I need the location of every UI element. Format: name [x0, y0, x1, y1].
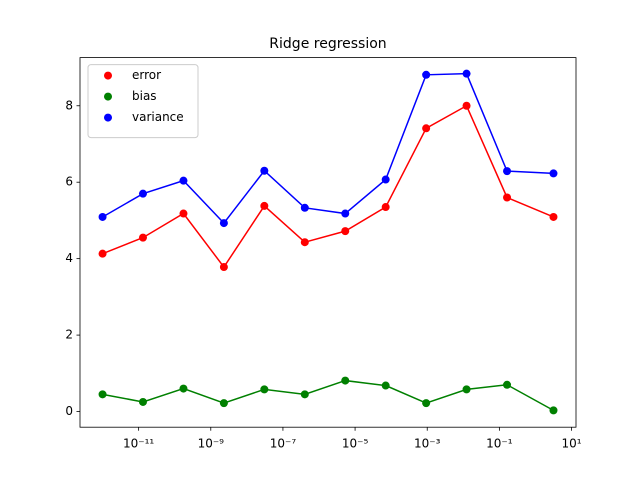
point [179, 384, 188, 393]
point [422, 124, 431, 133]
y-tick-label: 0 [65, 404, 73, 418]
point [422, 399, 431, 408]
point [462, 101, 471, 110]
series-line [102, 379, 554, 412]
point [462, 385, 471, 394]
point [300, 390, 309, 399]
legend-label: bias [132, 89, 157, 103]
point [341, 227, 350, 236]
point [300, 203, 309, 212]
point [260, 166, 269, 175]
legend-marker [104, 92, 112, 101]
x-tick-label: 10⁻⁵ [342, 437, 369, 451]
legend-label: error [132, 68, 161, 82]
point [98, 390, 107, 399]
legend-box [87, 64, 199, 139]
point [341, 209, 350, 218]
point [381, 381, 390, 390]
point [549, 169, 558, 178]
point [219, 219, 228, 228]
x-tick-label: 10¹ [561, 437, 581, 451]
series-line [102, 104, 554, 269]
point [549, 406, 558, 415]
point [179, 209, 188, 218]
legend-marker [104, 113, 112, 122]
point [381, 175, 390, 184]
x-tick-label: 10⁻⁷ [270, 437, 297, 451]
legend-marker [104, 71, 112, 80]
point [219, 399, 228, 408]
point [98, 212, 107, 221]
x-tick-label: 10⁻¹¹ [123, 437, 154, 451]
x-tick-label: 10⁻⁹ [198, 437, 225, 451]
point [138, 189, 147, 198]
point [503, 380, 512, 389]
point [98, 249, 107, 258]
point [341, 376, 350, 385]
point [138, 233, 147, 242]
x-tick-label: 10⁻¹ [486, 437, 513, 451]
chart-title: Ridge regression [269, 36, 386, 52]
point [462, 69, 471, 78]
x-tick-label: 10⁻³ [414, 437, 441, 451]
legend-label: variance [132, 110, 184, 124]
y-tick-label: 6 [65, 175, 73, 189]
point [179, 176, 188, 185]
point [503, 193, 512, 202]
series-line [102, 72, 554, 225]
point [422, 70, 431, 79]
point [260, 201, 269, 210]
point [300, 238, 309, 247]
y-tick-label: 2 [65, 328, 73, 342]
point [260, 385, 269, 394]
plot-frame [79, 57, 577, 428]
point [503, 167, 512, 176]
point [381, 203, 390, 212]
y-tick-label: 8 [65, 98, 73, 112]
point [549, 212, 558, 221]
point [219, 263, 228, 272]
point [138, 397, 147, 406]
y-tick-label: 4 [65, 251, 73, 265]
